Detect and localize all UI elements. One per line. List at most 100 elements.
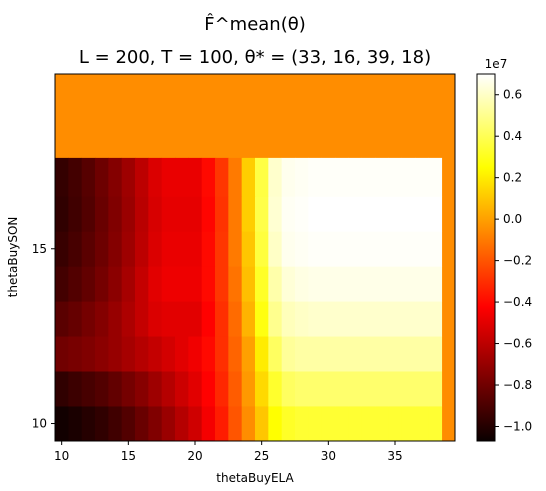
heatmap-cell bbox=[108, 196, 123, 232]
colorbar-tick-label: −1.0 bbox=[503, 419, 532, 433]
heatmap-cell bbox=[295, 231, 309, 267]
heatmap-cell bbox=[361, 406, 376, 442]
heatmap-cell bbox=[415, 196, 429, 232]
x-tick-label: 25 bbox=[254, 449, 269, 463]
heatmap-cell bbox=[81, 301, 96, 337]
heatmap-cell bbox=[108, 301, 123, 337]
heatmap-cell bbox=[148, 266, 163, 302]
heatmap-cell bbox=[201, 371, 216, 407]
heatmap-cell bbox=[308, 196, 323, 232]
heatmap-cell bbox=[295, 301, 309, 337]
heatmap-cell bbox=[201, 301, 216, 337]
heatmap-cell bbox=[121, 157, 136, 197]
heatmap-cell bbox=[361, 266, 376, 302]
heatmap-cell bbox=[268, 196, 283, 232]
heatmap-cell bbox=[68, 301, 83, 337]
heatmap-cell bbox=[121, 301, 136, 337]
heatmap-cell bbox=[175, 371, 189, 407]
x-axis-label: thetaBuyELA bbox=[216, 471, 294, 485]
heatmap-cell bbox=[428, 231, 443, 267]
heatmap-cell bbox=[95, 371, 109, 407]
heatmap-cell bbox=[428, 301, 443, 337]
heatmap-cell bbox=[228, 336, 243, 372]
heatmap-cell bbox=[228, 266, 243, 302]
heatmap-cell bbox=[335, 406, 349, 442]
y-tick-label: 15 bbox=[32, 242, 47, 256]
heatmap-cell bbox=[321, 406, 336, 442]
heatmap-cell bbox=[428, 406, 443, 442]
heatmap-cell bbox=[215, 231, 229, 267]
heatmap-cell bbox=[388, 371, 403, 407]
heatmap-cell bbox=[55, 157, 69, 197]
heatmap-cell bbox=[255, 157, 269, 197]
colorbar-tick-label: −0.4 bbox=[503, 295, 532, 309]
heatmap-cell bbox=[295, 336, 309, 372]
heatmap-cell bbox=[215, 301, 229, 337]
heatmap-cell bbox=[401, 231, 416, 267]
colorbar-tick-label: −0.8 bbox=[503, 378, 532, 392]
heatmap-cell bbox=[308, 371, 323, 407]
heatmap-cell bbox=[228, 231, 243, 267]
heatmap-cell bbox=[68, 196, 83, 232]
heatmap-cell bbox=[295, 406, 309, 442]
heatmap-cell bbox=[361, 371, 376, 407]
heatmap-cell bbox=[401, 196, 416, 232]
heatmap-cell bbox=[321, 231, 336, 267]
heatmap-cell bbox=[281, 371, 296, 407]
heatmap-cell bbox=[188, 157, 203, 197]
y-axis-ticks: 10 15 bbox=[32, 242, 55, 431]
heatmap-cell bbox=[148, 301, 163, 337]
heatmap-cell bbox=[188, 231, 203, 267]
heatmap-cell bbox=[241, 266, 256, 302]
heatmap-cell bbox=[255, 301, 269, 337]
heatmap-cell bbox=[321, 301, 336, 337]
heatmap-cell bbox=[281, 157, 296, 197]
heatmap-cell bbox=[68, 371, 83, 407]
heatmap-cell bbox=[215, 406, 229, 442]
heatmap-cell bbox=[81, 336, 96, 372]
heatmap-cell bbox=[321, 371, 336, 407]
heatmap-cell bbox=[335, 231, 349, 267]
x-tick-label: 15 bbox=[121, 449, 136, 463]
heatmap-cell bbox=[121, 266, 136, 302]
heatmap-cell bbox=[68, 157, 83, 197]
heatmap-cell bbox=[295, 266, 309, 302]
colorbar bbox=[476, 73, 496, 442]
heatmap-cell bbox=[295, 196, 309, 232]
heatmap-cell bbox=[108, 157, 123, 197]
y-axis-label: thetaBuySON bbox=[6, 217, 20, 298]
plot-frame bbox=[54, 73, 456, 442]
heatmap-cell bbox=[268, 157, 283, 197]
heatmap-cell bbox=[388, 301, 403, 337]
heatmap-cell bbox=[135, 196, 149, 232]
heatmap-cell bbox=[388, 336, 403, 372]
heatmap-cell bbox=[388, 266, 403, 302]
heatmap-cell bbox=[268, 266, 283, 302]
heatmap-cell bbox=[148, 157, 163, 197]
heatmap-cell bbox=[201, 196, 216, 232]
heatmap-cell bbox=[428, 196, 443, 232]
heatmap-cell bbox=[215, 196, 229, 232]
heatmap-cell bbox=[308, 157, 323, 197]
heatmap-cell bbox=[388, 231, 403, 267]
heatmap-cell bbox=[161, 371, 176, 407]
heatmap-cell bbox=[161, 231, 176, 267]
heatmap-cell bbox=[401, 301, 416, 337]
heatmap-cell bbox=[361, 301, 376, 337]
heatmap-cell bbox=[148, 231, 163, 267]
heatmap-cell bbox=[281, 231, 296, 267]
heatmap-cell bbox=[215, 371, 229, 407]
chart-title-line1: F̂^mean(θ) bbox=[204, 14, 306, 35]
heatmap-cell bbox=[188, 371, 203, 407]
heatmap-cell bbox=[175, 266, 189, 302]
heatmap-cell bbox=[281, 301, 296, 337]
heatmap-cell bbox=[95, 157, 109, 197]
x-tick-label: 30 bbox=[321, 449, 336, 463]
heatmap-cell bbox=[55, 266, 69, 302]
heatmap-cell bbox=[95, 266, 109, 302]
x-axis-ticks: 10 15 20 25 30 35 bbox=[54, 441, 403, 463]
heatmap-cell bbox=[108, 336, 123, 372]
heatmap-cell bbox=[81, 231, 96, 267]
colorbar-tick-label: 0.0 bbox=[503, 212, 522, 226]
heatmap-cell bbox=[188, 406, 203, 442]
